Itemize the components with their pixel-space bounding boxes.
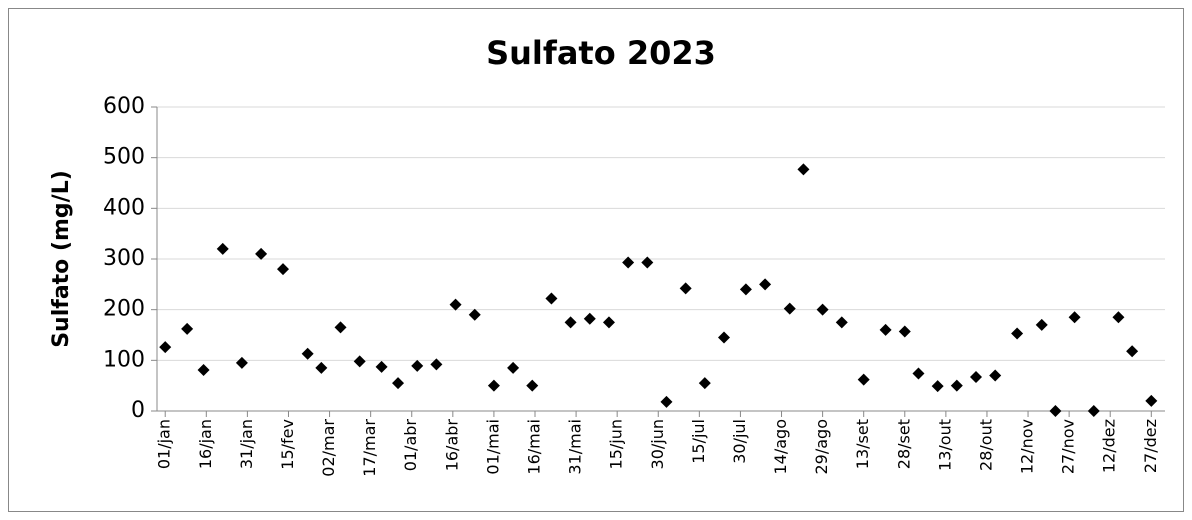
data-point: [181, 322, 194, 335]
data-point: [1068, 311, 1081, 324]
data-point: [1145, 394, 1158, 407]
data-point: [759, 278, 772, 291]
x-tick-label: 12/nov: [1018, 419, 1037, 474]
x-tick-label: 31/jan: [237, 419, 256, 469]
x-tick-label: 31/mai: [566, 419, 585, 475]
data-point: [835, 316, 848, 329]
x-tick-label: 15/fev: [278, 419, 297, 470]
data-point: [468, 308, 481, 321]
data-point: [1112, 311, 1125, 324]
data-point: [449, 298, 462, 311]
data-point: [334, 321, 347, 334]
x-tick-label: 01/mai: [483, 419, 502, 475]
data-point: [879, 323, 892, 336]
data-point: [375, 360, 388, 373]
x-tick-label: 13/set: [853, 419, 872, 469]
data-point: [1049, 405, 1062, 417]
data-point: [602, 316, 615, 329]
data-point: [197, 363, 210, 376]
data-point: [1035, 318, 1048, 331]
y-tick-label: 100: [103, 347, 145, 372]
data-point: [950, 379, 963, 392]
data-point: [411, 359, 424, 372]
y-tick-label: 400: [103, 195, 145, 220]
data-point: [235, 356, 248, 369]
data-point: [430, 358, 443, 371]
data-point: [816, 303, 829, 316]
data-point: [583, 312, 596, 325]
data-point: [679, 282, 692, 295]
x-tick-label: 16/abr: [442, 419, 461, 472]
data-point: [392, 377, 405, 390]
x-tick-label: 01/abr: [401, 419, 420, 472]
x-tick-label: 17/mar: [360, 419, 379, 477]
data-point: [783, 302, 796, 315]
x-tick-label: 28/out: [976, 419, 995, 471]
data-point: [159, 341, 172, 354]
data-point: [912, 367, 925, 380]
x-tick-label: 01/jan: [155, 419, 174, 469]
x-tick-label: 16/jan: [196, 419, 215, 469]
data-point: [857, 373, 870, 386]
data-point: [301, 347, 314, 360]
data-point: [277, 263, 289, 276]
x-tick-label: 28/set: [894, 419, 913, 469]
data-point: [1011, 327, 1024, 340]
x-tick-label: 27/dez: [1141, 419, 1160, 473]
data-point: [526, 379, 539, 392]
data-point: [1126, 345, 1139, 358]
chart-frame: [8, 8, 1184, 512]
x-tick-label: 29/ago: [812, 419, 831, 475]
data-point: [660, 395, 673, 408]
x-tick-label: 27/nov: [1059, 419, 1078, 474]
data-point: [718, 331, 730, 344]
data-point: [641, 256, 654, 269]
data-point: [797, 163, 810, 176]
chart-title: Sulfato 2023: [486, 34, 716, 72]
data-point: [353, 355, 366, 368]
y-tick-label: 500: [103, 145, 145, 170]
x-tick-label: 02/mar: [319, 419, 338, 477]
y-tick-label: 200: [103, 297, 145, 322]
data-point: [970, 371, 982, 384]
data-point: [545, 292, 558, 305]
data-point: [1087, 405, 1100, 417]
data-point: [931, 380, 944, 393]
data-point: [507, 361, 520, 374]
y-tick-label: 300: [103, 246, 145, 271]
y-tick-label: 0: [131, 398, 145, 423]
data-point: [622, 256, 635, 269]
data-point: [898, 325, 911, 338]
y-axis-label: Sulfato (mg/L): [49, 170, 74, 348]
x-tick-label: 30/jun: [648, 419, 667, 469]
data-point: [739, 283, 752, 296]
x-tick-label: 15/jul: [689, 419, 708, 464]
x-tick-label: 13/out: [935, 419, 954, 471]
data-point: [487, 379, 500, 392]
x-tick-label: 14/ago: [771, 419, 790, 475]
data-point: [216, 242, 229, 255]
data-point: [989, 369, 1002, 382]
data-point: [698, 377, 711, 390]
x-tick-label: 16/mai: [525, 419, 544, 475]
data-point: [564, 316, 577, 329]
x-tick-label: 30/jul: [730, 419, 749, 464]
x-tick-label: 12/dez: [1100, 419, 1119, 473]
y-tick-label: 600: [103, 94, 145, 119]
data-point: [315, 361, 328, 374]
data-point: [255, 247, 268, 260]
x-tick-label: 15/jun: [607, 419, 626, 469]
